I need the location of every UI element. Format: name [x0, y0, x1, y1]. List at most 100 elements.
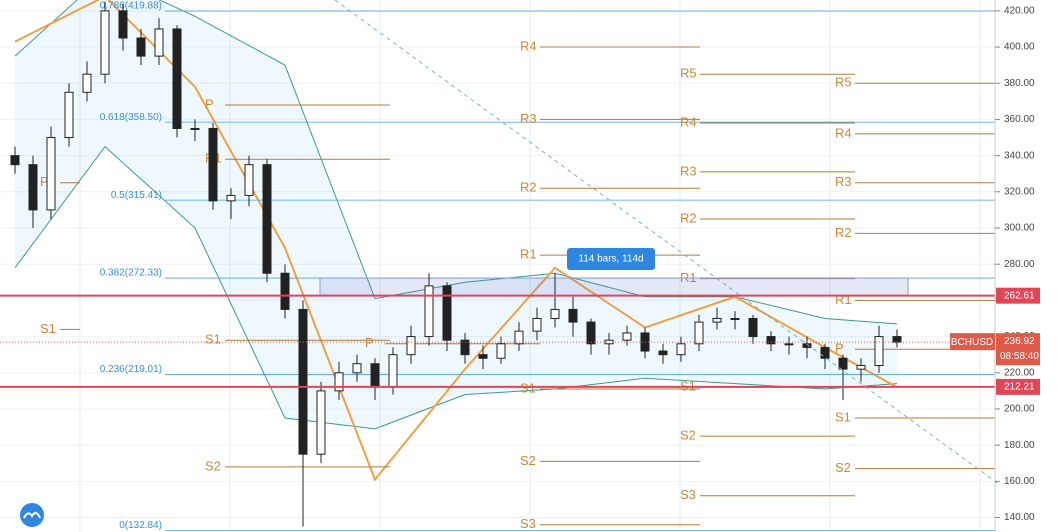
pivot-label: R5	[680, 66, 697, 81]
y-tick-label: 420.00	[1004, 5, 1035, 16]
pivot-label: S3	[680, 487, 696, 502]
candle-body	[352, 363, 362, 374]
candle-body	[820, 346, 830, 359]
pivot-label: R4	[520, 38, 537, 53]
fib-label: 0.236(219.01)	[100, 364, 162, 375]
candle-body	[406, 336, 416, 356]
candle-body	[694, 321, 704, 345]
candle-body	[784, 343, 794, 346]
pivot-label: S3	[520, 516, 536, 531]
candle-body	[82, 73, 92, 93]
candle-body	[622, 332, 632, 341]
y-tick-label: 320.00	[1004, 186, 1035, 197]
candle-body	[136, 37, 146, 57]
fib-label: 0(132.84)	[119, 520, 162, 531]
pivot-label: R1	[520, 247, 537, 262]
candle-body	[838, 357, 848, 370]
trend-drawing	[334, 0, 1001, 486]
pivot-label: S2	[835, 460, 851, 475]
candle-body	[172, 28, 182, 129]
candle-body	[532, 317, 542, 332]
pivot-label: R3	[520, 111, 537, 126]
pivot-label: S2	[520, 453, 536, 468]
symbol-tag	[950, 333, 995, 351]
candle-body	[208, 127, 218, 202]
pivot-label: S2	[205, 458, 221, 473]
countdown-label: 08:58:40	[1000, 351, 1039, 362]
candle-body	[388, 354, 398, 388]
band-fill	[15, 0, 897, 429]
pivot-label: P	[835, 341, 844, 356]
candle-body	[244, 164, 254, 196]
candle-body	[766, 336, 776, 345]
candle-body	[748, 317, 758, 338]
band-lower	[14, 145, 898, 430]
candle-body	[676, 343, 686, 356]
candle-body	[46, 137, 56, 211]
fib-label: 0.5(315.41)	[111, 190, 162, 201]
candle-body	[298, 308, 308, 455]
price-line-label: 212.21	[1004, 381, 1035, 392]
y-tick-label: 280.00	[1004, 259, 1035, 270]
band-upper	[14, 0, 898, 325]
y-tick-label: 360.00	[1004, 114, 1035, 125]
candle-body	[856, 365, 866, 370]
plot-area: 0.786(419.88) 0.618(358.50) 0.5(315.41) 0.3…	[0, 0, 995, 531]
pivot-label: S1	[520, 380, 536, 395]
candle-body	[154, 28, 164, 57]
pivot-label: P	[205, 96, 214, 111]
y-tick-label: 140.00	[1004, 512, 1035, 523]
candle-body	[712, 317, 722, 323]
candle-body	[730, 317, 740, 320]
pivot-label: R2	[680, 210, 697, 225]
candle-body	[892, 336, 902, 343]
price-line-tag	[996, 378, 1040, 395]
vertical-grid	[79, 0, 981, 532]
candle-body	[28, 164, 38, 211]
price-axis: 140.00160.00180.00200.00220.00240.00260.…	[995, 5, 1040, 523]
candle-body	[802, 343, 812, 348]
candle-body	[118, 10, 128, 39]
candle-body	[334, 372, 344, 392]
fib-label: 0.786(419.88)	[100, 1, 162, 12]
candle-body	[370, 363, 380, 388]
pivot-label: S1	[835, 409, 851, 424]
candle-body	[442, 285, 452, 341]
symbol-label: BCHUSD	[951, 337, 993, 348]
fib-label: 0.618(358.50)	[100, 112, 162, 123]
y-tick-label: 160.00	[1004, 476, 1035, 487]
candle-body	[550, 308, 560, 319]
candle-body	[586, 321, 596, 345]
logo	[20, 503, 44, 527]
measure-tooltip: 114 bars, 114d	[567, 248, 655, 270]
pivot-label: R3	[835, 174, 852, 189]
tooltip-text: 114 bars, 114d	[578, 254, 643, 265]
pivot-label: S1	[205, 332, 221, 347]
pivot-label: P	[365, 335, 374, 350]
pivot-label: S2	[680, 428, 696, 443]
logo-mark	[23, 512, 41, 519]
candle-body	[10, 155, 20, 166]
candle-body	[280, 272, 290, 310]
y-tick-label: 200.00	[1004, 404, 1035, 415]
candle-body	[496, 343, 506, 359]
y-tick-label: 220.00	[1004, 367, 1035, 378]
candle-body	[874, 336, 884, 367]
candle-body	[478, 354, 488, 359]
pivot-label: R4	[680, 114, 697, 129]
candle-body	[658, 350, 668, 356]
pivot-label: P	[40, 174, 49, 189]
candle-body	[460, 339, 470, 356]
last-price-label: 236.92	[1004, 336, 1035, 347]
trend-line	[14, 0, 898, 482]
candle-body	[226, 194, 236, 202]
y-tick-label: 340.00	[1004, 150, 1035, 161]
fib-label: 0.382(272.33)	[100, 268, 162, 279]
candle-body	[568, 308, 578, 323]
tooltip-box	[567, 248, 655, 270]
pivot-label: R2	[520, 180, 537, 195]
candle-body	[262, 164, 272, 274]
pivot-label: R5	[835, 75, 852, 90]
y-tick-label: 180.00	[1004, 440, 1035, 451]
